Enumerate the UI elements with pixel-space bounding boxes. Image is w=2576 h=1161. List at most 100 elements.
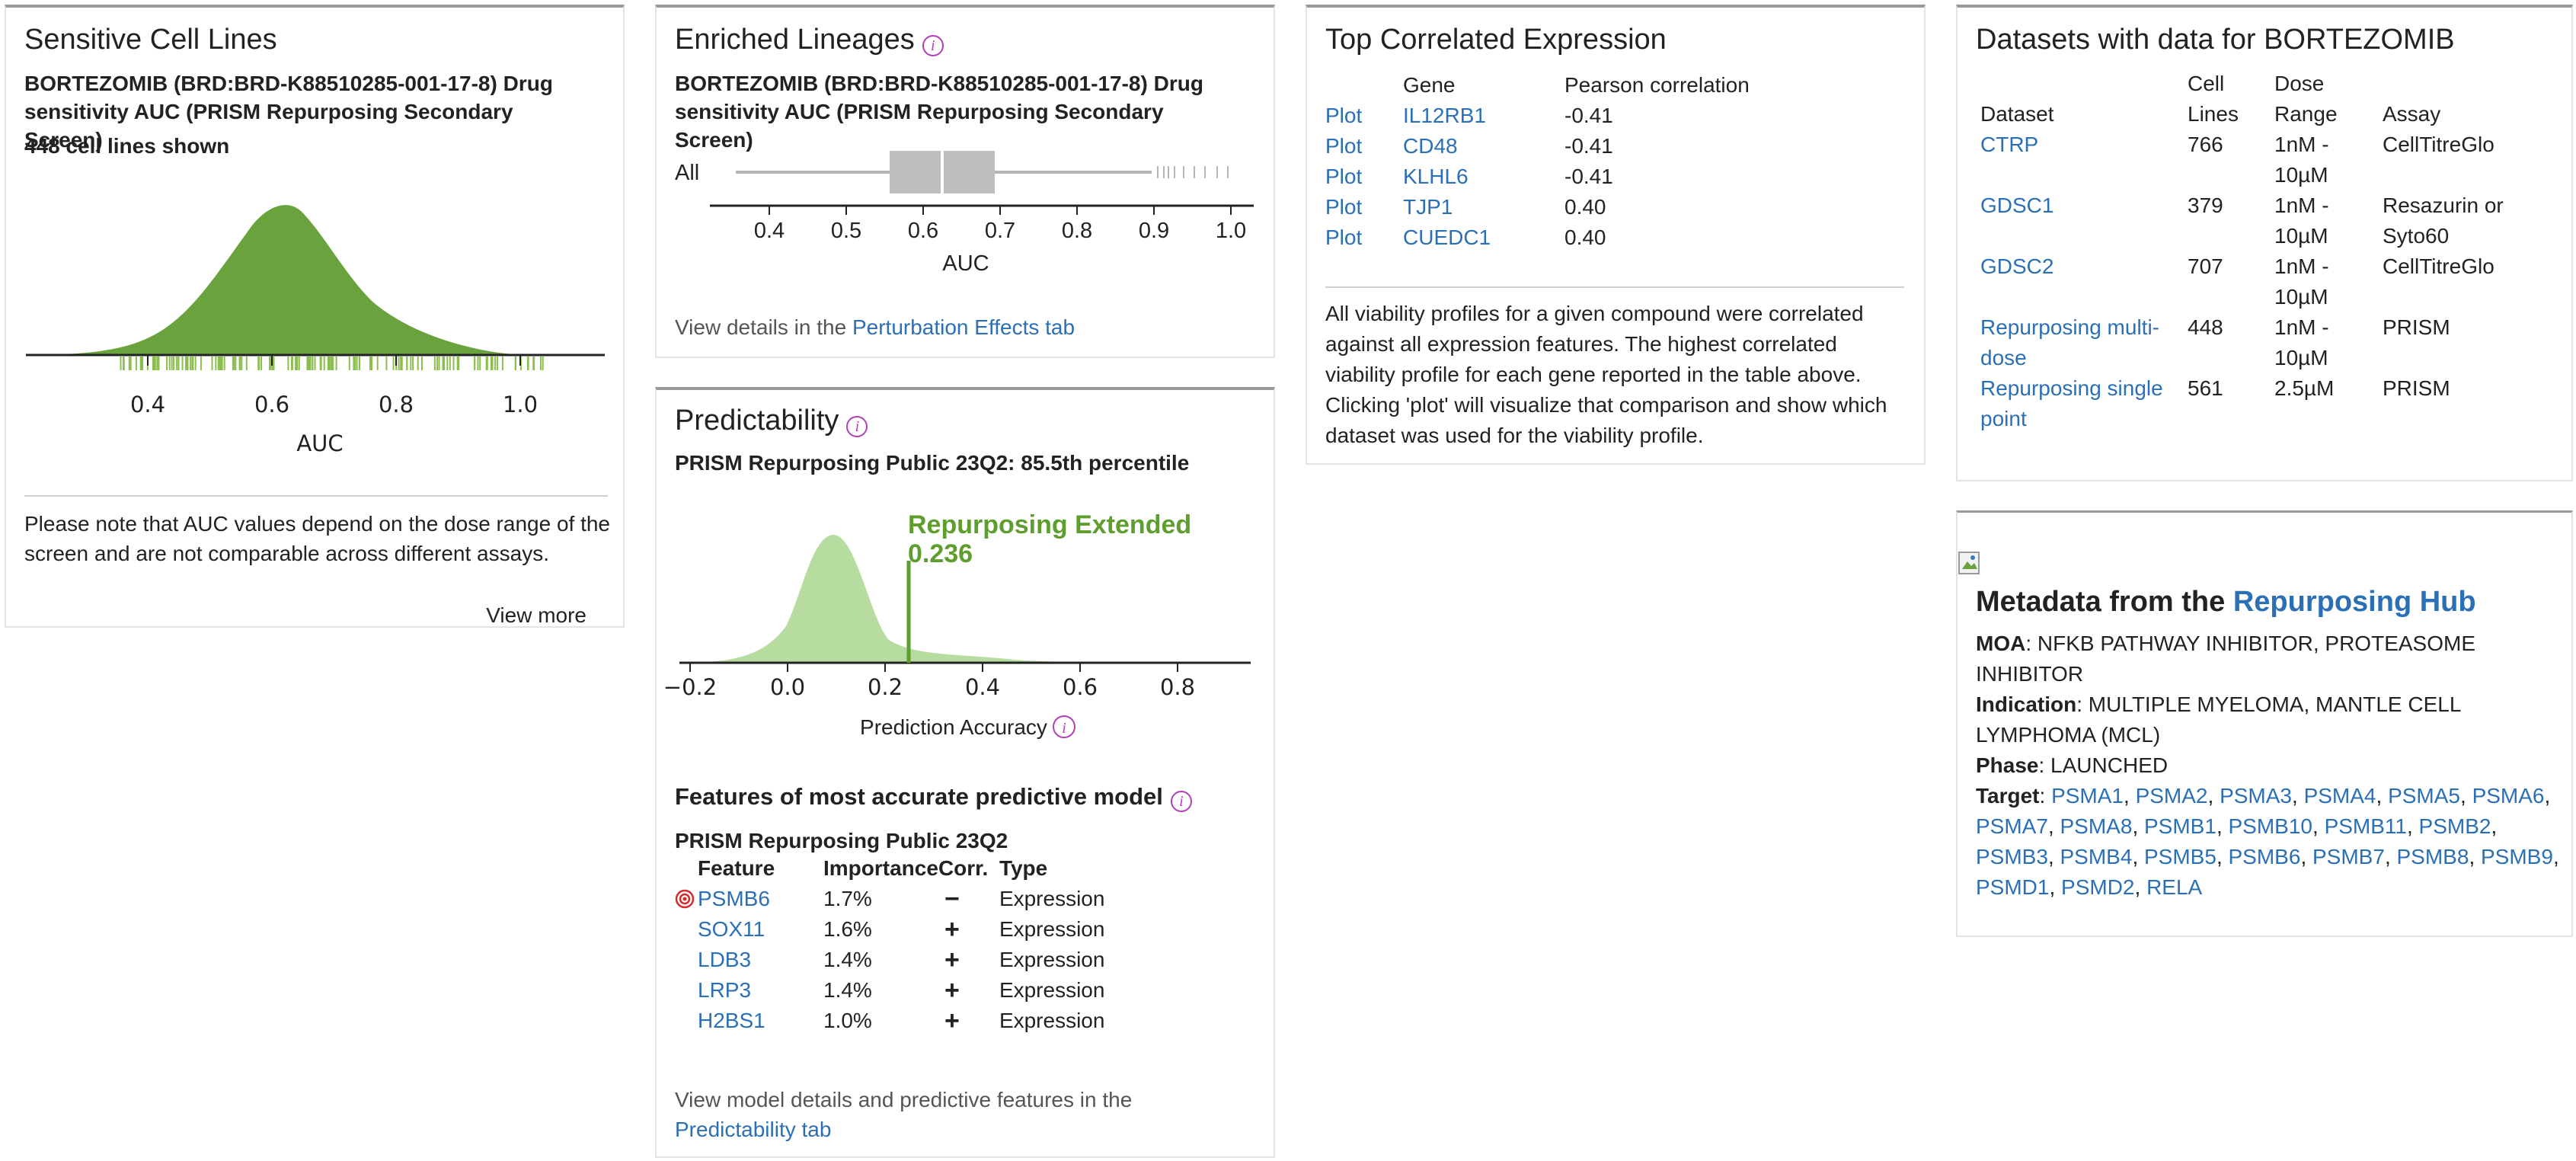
info-icon[interactable]: i (846, 415, 868, 437)
dataset-link[interactable]: GDSC2 (1980, 254, 2054, 278)
plot-link[interactable]: Plot (1325, 195, 1363, 219)
table-row: CTRP 766 1nM - 10µM CellTitreGlo (1980, 130, 2527, 190)
feature-link[interactable]: SOX11 (698, 917, 765, 941)
target-link[interactable]: PSMB1 (2144, 814, 2216, 838)
target-link[interactable]: PSMB11 (2324, 814, 2407, 838)
dataset-link[interactable]: CTRP (1980, 133, 2039, 156)
target-link[interactable]: PSMB6 (2228, 845, 2301, 868)
info-icon[interactable]: i (1053, 715, 1075, 738)
predictability-footer: View model details and predictive featur… (675, 1085, 1238, 1144)
plot-link[interactable]: Plot (1325, 165, 1363, 188)
metadata-title: Metadata from the Repurposing Hub (1976, 586, 2476, 619)
target-link[interactable]: PSMA3 (2220, 784, 2292, 808)
dataset-link[interactable]: Repurposing single point (1980, 376, 2163, 430)
tick-label: 1.0 (1216, 219, 1246, 243)
info-icon[interactable]: i (1170, 790, 1192, 812)
target-link[interactable]: PSMB9 (2481, 845, 2553, 868)
gene-link[interactable]: TJP1 (1403, 195, 1453, 219)
perturbation-effects-tab-link[interactable]: Perturbation Effects tab (852, 315, 1075, 339)
target-link[interactable]: PSMA1 (2051, 784, 2124, 808)
importance-cell: 1.4% (823, 948, 872, 971)
feature-link[interactable]: LRP3 (698, 978, 752, 1002)
cell-lines-cell: 561 (2188, 376, 2223, 400)
target-link[interactable]: PSMB5 (2144, 845, 2216, 868)
type-cell: Expression (999, 978, 1105, 1002)
prediction-accuracy-plot[interactable]: Repurposing Extended 0.236 −0.2 0.0 0.2 0.4… (657, 504, 1274, 756)
repurposing-hub-link[interactable]: Repurposing Hub (2232, 586, 2476, 618)
features-title: Features of most accurate predictive mod… (675, 783, 1163, 810)
auc-note: Please note that AUC values depend on th… (24, 512, 611, 566)
target-link[interactable]: PSMB7 (2312, 845, 2385, 868)
phase-value: : LAUNCHED (2038, 753, 2169, 777)
cell-lines-cell: 379 (2188, 194, 2223, 217)
target-link[interactable]: RELA (2146, 875, 2203, 899)
target-link[interactable]: PSMB4 (2060, 845, 2133, 868)
metadata-card: Metadata from the Repurposing Hub MOA: N… (1956, 510, 2573, 937)
dataset-link[interactable]: GDSC1 (1980, 194, 2054, 217)
target-link[interactable]: PSMA5 (2388, 784, 2460, 808)
divider (24, 495, 608, 497)
target-link[interactable]: PSMA4 (2303, 784, 2376, 808)
table-header-row: Dataset Cell Lines Dose Range Assay (1980, 69, 2527, 130)
moa-value: : NFKB PATHWAY INHIBITOR, PROTEASOME INH… (1976, 632, 2475, 686)
plot-link[interactable]: Plot (1325, 225, 1363, 249)
features-table: Feature Importance Corr. Type PSMB6 1.7%… (675, 853, 1104, 1036)
plot-link[interactable]: Plot (1325, 104, 1363, 127)
tick-label: 0.2 (868, 674, 903, 700)
marker-value: 0.236 (908, 539, 973, 568)
indication-value: : MULTIPLE MYELOMA, MANTLE CELL LYMPHOMA… (1976, 692, 2461, 747)
table-row: SOX11 1.6% + Expression (675, 914, 1104, 945)
divider (1325, 286, 1904, 288)
gene-cell: TJP1 (1403, 192, 1564, 222)
feature-link[interactable]: H2BS1 (698, 1009, 765, 1032)
feature-link[interactable]: PSMB6 (698, 887, 770, 910)
target-link[interactable]: PSMB2 (2418, 814, 2491, 838)
target-label: Target (1976, 784, 2040, 808)
features-header: Features of most accurate predictive mod… (675, 783, 1192, 812)
correlation-table: Gene Pearson correlation Plot IL12RB1 -0… (1325, 70, 1750, 253)
target-link[interactable]: PSMB8 (2396, 845, 2469, 868)
auc-density-plot[interactable]: 0.4 0.6 0.8 1.0 AUC (6, 183, 623, 465)
plot-link[interactable]: Plot (1325, 134, 1363, 158)
tick-label: 0.6 (908, 219, 938, 243)
column-header: Corr. (938, 856, 989, 880)
column-header: Gene (1403, 73, 1456, 97)
predictability-tab-link[interactable]: Predictability tab (675, 1118, 832, 1142)
card-title: Predictability (675, 405, 839, 437)
assay-cell: Resazurin or Syto60 (2383, 194, 2504, 248)
datasets-table: Dataset Cell Lines Dose Range Assay CTRP… (1980, 69, 2527, 434)
column-header: Assay (2383, 102, 2441, 126)
card-subtitle: PRISM Repurposing Public 23Q2: 85.5th pe… (675, 451, 1190, 475)
tick-label: 0.8 (1062, 219, 1092, 243)
target-link[interactable]: PSMA2 (2135, 784, 2208, 808)
dataset-cell: GDSC1 (1980, 190, 2188, 251)
cell-lines-shown: 448 cell lines shown (24, 134, 230, 158)
view-more-link[interactable]: View more (486, 603, 586, 627)
table-header-row: Feature Importance Corr. Type (675, 853, 1104, 884)
info-icon[interactable]: i (922, 34, 944, 56)
column-header: Pearson correlation (1564, 73, 1750, 97)
tick-label: 1.0 (503, 392, 538, 417)
feature-link[interactable]: LDB3 (698, 948, 752, 971)
plot-cell: Plot (1325, 192, 1403, 222)
phase-row: Phase: LAUNCHED (1976, 750, 2562, 781)
gene-link[interactable]: IL12RB1 (1403, 104, 1486, 127)
assay-cell: CellTitreGlo (2383, 254, 2495, 278)
target-link[interactable]: PSMB3 (1976, 845, 2048, 868)
broken-image-icon (1958, 552, 1980, 574)
gene-link[interactable]: CUEDC1 (1403, 225, 1491, 249)
x-axis-ticks: 0.4 0.6 0.8 1.0 (130, 355, 538, 417)
dataset-link[interactable]: Repurposing multi-dose (1980, 315, 2159, 369)
feature-cell: LDB3 (675, 945, 823, 975)
target-link[interactable]: PSMD2 (2061, 875, 2135, 899)
table-row: Plot TJP1 0.40 (1325, 192, 1750, 222)
target-link[interactable]: PSMA8 (2060, 814, 2133, 838)
target-link[interactable]: PSMA7 (1976, 814, 2048, 838)
card-header: Enriched Lineages i (675, 23, 944, 58)
target-link[interactable]: PSMA6 (2472, 784, 2545, 808)
lineage-boxplot[interactable]: All 0.4 0.5 0.6 0.7 0.8 0.9 1.0 AUC (657, 145, 1274, 282)
target-link[interactable]: PSMB10 (2228, 814, 2313, 838)
gene-link[interactable]: CD48 (1403, 134, 1458, 158)
target-link[interactable]: PSMD1 (1976, 875, 2050, 899)
gene-link[interactable]: KLHL6 (1403, 165, 1469, 188)
